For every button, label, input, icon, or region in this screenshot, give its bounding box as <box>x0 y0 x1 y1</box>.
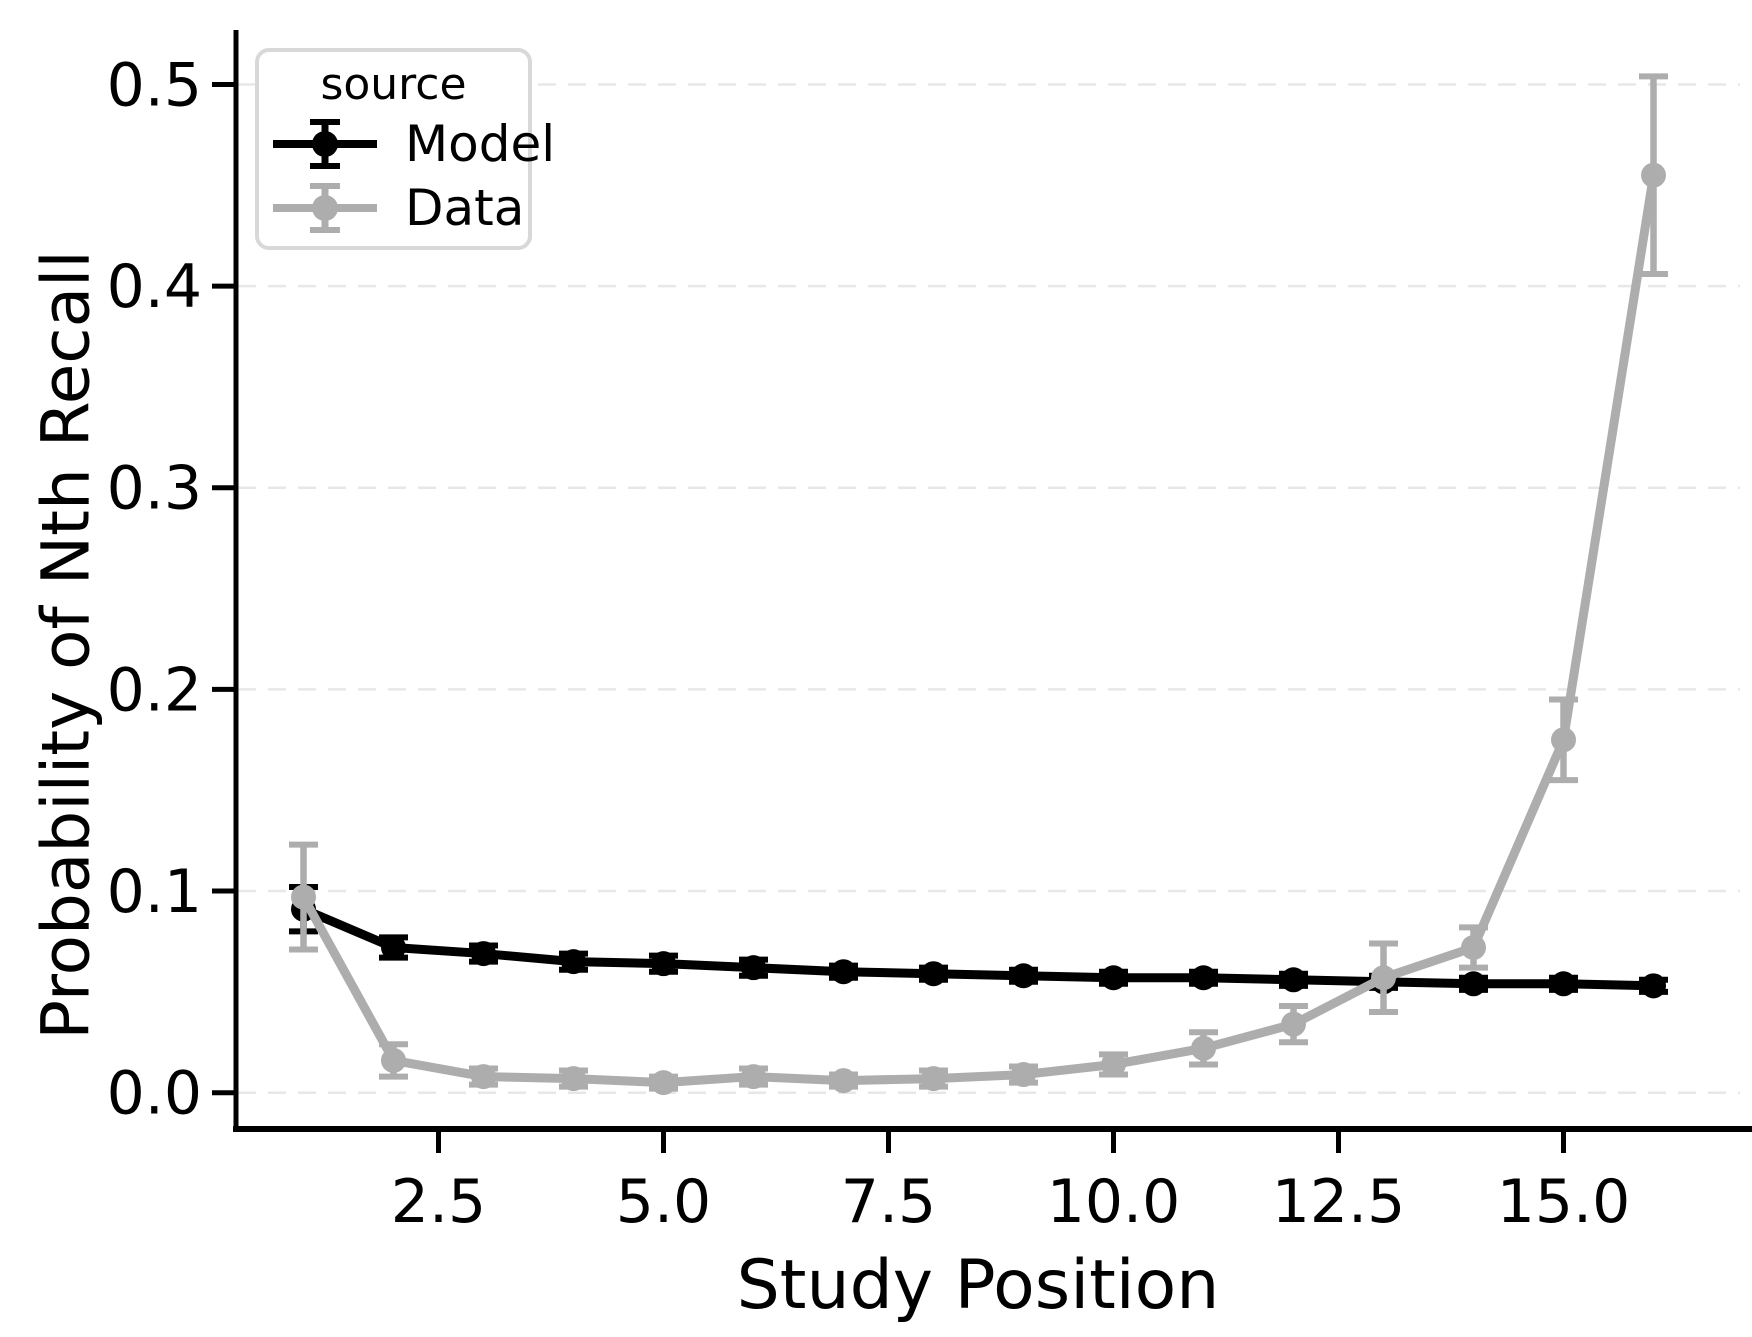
data-point-marker <box>1551 727 1576 753</box>
data-point-marker <box>1011 1062 1036 1088</box>
model-point-marker <box>381 935 406 961</box>
model-errorbar-icon <box>273 119 377 169</box>
model-point-marker <box>741 955 766 981</box>
data-point-marker <box>1191 1035 1216 1061</box>
data-point-marker <box>1281 1011 1306 1037</box>
data-point-marker <box>1371 965 1396 991</box>
model-point-marker <box>561 949 586 975</box>
data-point-marker <box>381 1047 406 1073</box>
model-point-marker <box>1551 971 1576 997</box>
y-tick-label: 0.5 <box>107 50 202 120</box>
data-point-marker <box>471 1064 496 1090</box>
x-tick-label: 7.5 <box>841 1167 936 1237</box>
y-tick-label: 0.1 <box>107 857 202 927</box>
model-point-marker <box>921 961 946 987</box>
model-point-marker <box>1011 963 1036 989</box>
model-point-marker <box>471 941 496 967</box>
data-point-marker <box>921 1066 946 1092</box>
model-point-marker <box>1281 967 1306 993</box>
legend-entry-model: Model <box>259 112 555 176</box>
x-tick-label: 12.5 <box>1272 1167 1406 1237</box>
model-point-marker <box>1461 971 1486 997</box>
y-axis-label: Probability of Nth Recall <box>27 250 105 1040</box>
legend-title: source <box>320 59 467 110</box>
data-point-marker <box>1641 162 1666 188</box>
x-tick-label: 5.0 <box>616 1167 711 1237</box>
model-point-marker <box>1191 965 1216 991</box>
data-errorbar-icon <box>273 183 377 233</box>
data-point-marker <box>1101 1051 1126 1077</box>
y-tick-label: 0.0 <box>107 1059 202 1129</box>
y-tick-label: 0.2 <box>107 655 202 725</box>
data-point-marker <box>741 1064 766 1090</box>
data-point-marker <box>1461 935 1486 961</box>
x-tick-label: 2.5 <box>391 1167 486 1237</box>
model-series-line <box>299 904 1658 991</box>
data-point-marker <box>291 884 316 910</box>
x-tick-label: 15.0 <box>1497 1167 1631 1237</box>
data-series-line <box>299 170 1658 1088</box>
data-point-marker <box>831 1068 856 1094</box>
model-point-marker <box>1641 973 1666 999</box>
model-point-marker <box>831 959 856 985</box>
legend-label-data: Data <box>405 179 525 237</box>
legend: source Model Data <box>255 48 555 250</box>
legend-entry-data: Data <box>259 176 528 240</box>
y-tick-label: 0.3 <box>107 454 202 524</box>
y-tick-label: 0.4 <box>107 252 202 322</box>
data-point-marker <box>561 1066 586 1092</box>
model-point-marker <box>651 951 676 977</box>
model-point-marker <box>1101 965 1126 991</box>
legend-label-model: Model <box>405 115 556 173</box>
data-point-marker <box>651 1070 676 1096</box>
x-axis-label: Study Position <box>736 1246 1220 1325</box>
x-tick-label: 10.0 <box>1047 1167 1181 1237</box>
